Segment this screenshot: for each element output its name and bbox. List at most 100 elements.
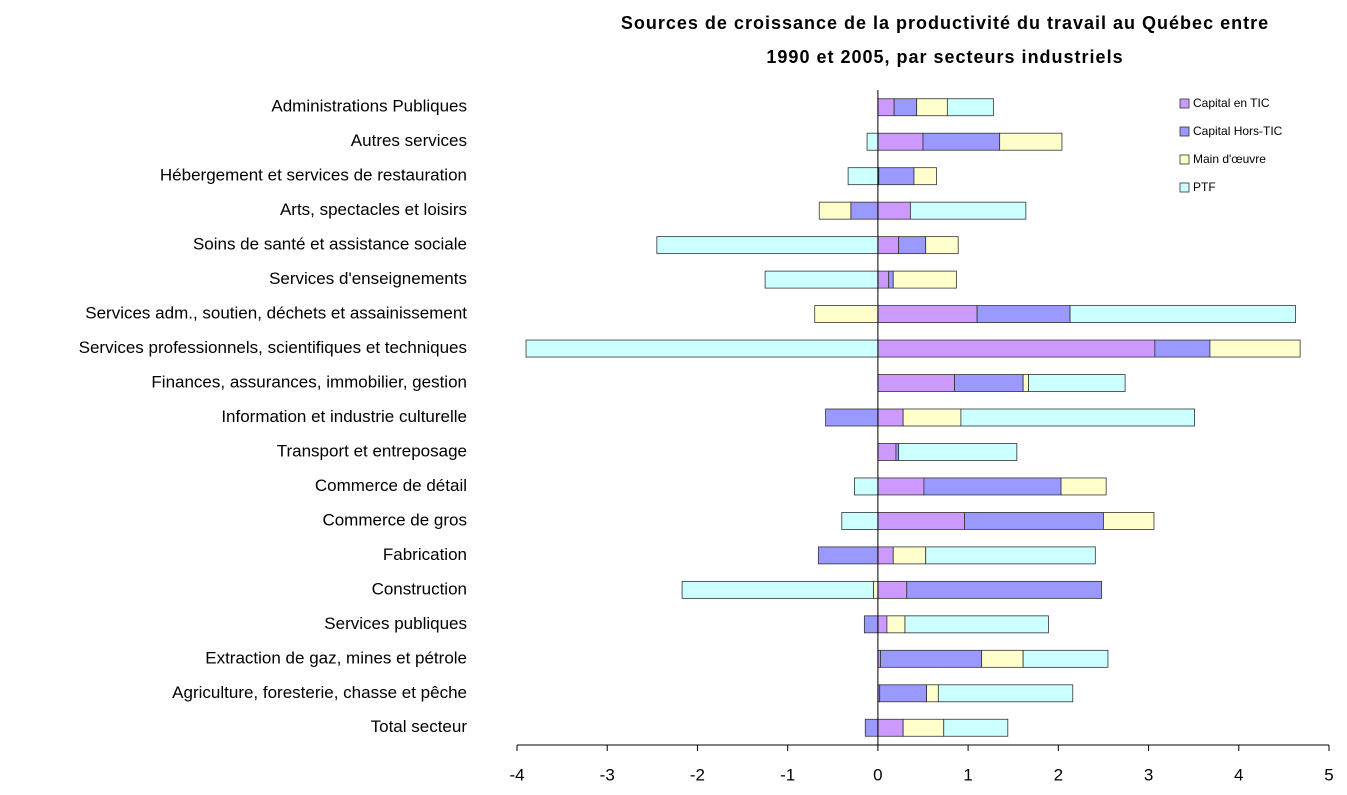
bar: [964, 512, 1104, 530]
bar: [879, 684, 928, 703]
bar: [943, 718, 1009, 737]
x-tick-label: -4: [509, 765, 524, 784]
bar: [877, 305, 978, 323]
bar: [764, 270, 879, 289]
bar: [877, 546, 894, 565]
bar: [818, 201, 852, 220]
x-tick-label: 2: [1054, 765, 1063, 784]
bar: [864, 718, 879, 737]
bar: [525, 339, 879, 358]
bar: [877, 443, 897, 461]
x-tick-label: 3: [1144, 765, 1153, 784]
bar: [825, 408, 879, 427]
bar: [872, 580, 879, 599]
x-tick-label: -2: [690, 765, 705, 784]
bar: [892, 546, 927, 565]
bar: [926, 684, 939, 703]
bar: [880, 649, 983, 668]
y-tick-label: Administrations Publiques: [271, 97, 467, 116]
y-tick-label: Fabrication: [383, 545, 467, 564]
legend-swatch: [1179, 126, 1190, 137]
bar: [877, 374, 955, 392]
bar: [937, 684, 1074, 703]
x-tick-label: -3: [600, 765, 615, 784]
y-tick-label: Information et industrie culturelle: [221, 407, 467, 426]
bar: [909, 201, 1027, 220]
y-tick-label: Transport et entreposage: [277, 441, 467, 460]
bar: [681, 580, 874, 599]
bar: [877, 580, 908, 599]
bar: [877, 236, 900, 255]
bar: [895, 443, 900, 461]
y-tick-label: Arts, spectacles et loisirs: [280, 200, 467, 219]
bar: [954, 374, 1024, 392]
bar: [877, 718, 904, 737]
bar: [814, 305, 879, 323]
bar: [817, 546, 879, 565]
bar: [960, 408, 1195, 427]
bar: [886, 615, 906, 634]
bar: [1069, 305, 1297, 323]
legend-label: Main d'œuvre: [1193, 152, 1266, 166]
bar: [1022, 649, 1109, 668]
bar: [863, 615, 879, 634]
y-tick-label: Extraction de gaz, mines et pétrole: [205, 648, 467, 667]
x-tick-label: -1: [780, 765, 795, 784]
y-tick-label: Commerce de détail: [315, 476, 467, 495]
legend-swatch: [1179, 98, 1190, 109]
bar: [847, 167, 879, 186]
bar: [854, 477, 879, 496]
bar: [877, 98, 895, 117]
bar: [925, 236, 959, 255]
bar: [898, 236, 927, 255]
bar: [981, 649, 1024, 668]
bar: [877, 132, 924, 151]
bar: [999, 132, 1063, 151]
bar: [922, 132, 1001, 151]
bar: [1209, 339, 1301, 358]
x-tick-label: 4: [1234, 765, 1243, 784]
x-tick-label: 1: [963, 765, 972, 784]
y-tick-label: Soins de santé et assistance sociale: [193, 235, 467, 254]
legend-swatch: [1179, 154, 1190, 165]
x-tick-label: 5: [1324, 765, 1333, 784]
y-tick-label: Autres services: [351, 131, 467, 150]
y-tick-label: Finances, assurances, immobilier, gestio…: [151, 373, 467, 392]
bar: [841, 512, 879, 530]
chart-title: Sources de croissance de la productivité…: [621, 13, 1269, 33]
y-tick-label: Hébergement et services de restauration: [160, 166, 467, 185]
bar: [892, 270, 957, 289]
bar: [913, 167, 937, 186]
bar: [877, 615, 888, 634]
bar: [946, 98, 994, 117]
y-tick-label: Agriculture, foresterie, chasse et pêche: [172, 683, 467, 702]
y-tick-label: Construction: [372, 579, 467, 598]
bar: [923, 477, 1062, 496]
bar: [893, 98, 918, 117]
bar: [877, 477, 925, 496]
bar: [916, 98, 948, 117]
y-tick-label: Services adm., soutien, déchets et assai…: [85, 304, 467, 323]
y-tick-label: Commerce de gros: [322, 510, 467, 529]
y-tick-label: Services publiques: [324, 614, 467, 633]
y-tick-label: Total secteur: [371, 717, 468, 736]
y-tick-label: Services d'enseignements: [269, 269, 467, 288]
bar: [1028, 374, 1126, 392]
bar: [866, 132, 879, 151]
bar: [1022, 374, 1029, 392]
bar: [906, 580, 1103, 599]
bar: [904, 615, 1049, 634]
bar: [877, 270, 890, 289]
bar: [976, 305, 1071, 323]
legend-label: PTF: [1193, 180, 1216, 194]
bar: [1060, 477, 1107, 496]
bar: [1154, 339, 1211, 358]
chart-title: 1990 et 2005, par secteurs industriels: [766, 47, 1123, 67]
bar: [877, 512, 965, 530]
bar: [902, 718, 945, 737]
bar: [877, 339, 1156, 358]
bar: [925, 546, 1096, 565]
bar: [902, 408, 962, 427]
bar: [878, 167, 915, 186]
